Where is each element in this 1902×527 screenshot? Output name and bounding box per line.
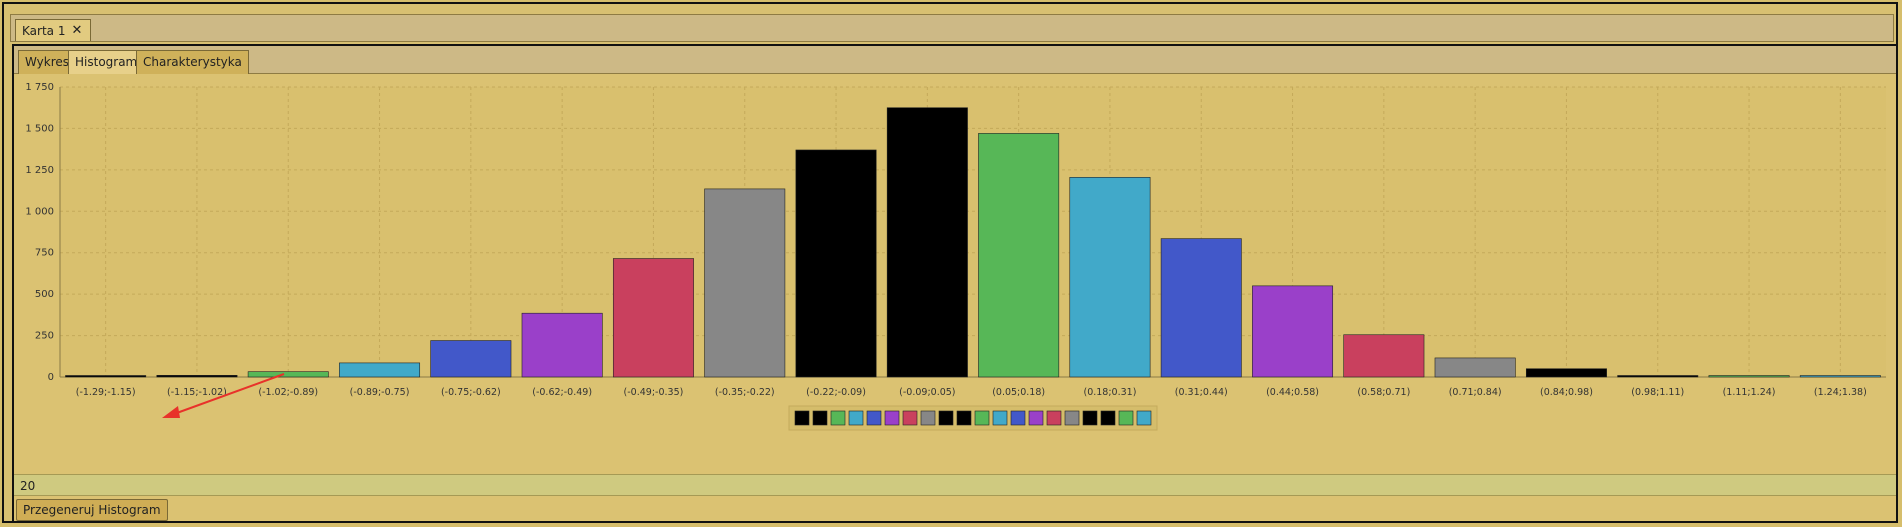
histogram-bar — [1617, 375, 1699, 378]
legend-swatch — [794, 410, 810, 426]
histogram-bar — [612, 258, 694, 378]
legend-swatch — [992, 410, 1008, 426]
legend-swatch — [812, 410, 828, 426]
histogram-bar — [1708, 375, 1790, 378]
tab-wykres[interactable]: Wykres — [18, 50, 77, 74]
histogram-chart: 0 250 500 750 1 000 1 250 1 500 1 750 (-1.29;-1.… — [25, 82, 1886, 431]
y-tick-label: 0 — [48, 372, 54, 383]
histogram-bar — [339, 362, 421, 378]
y-tick-label: 500 — [35, 289, 54, 300]
histogram-bar — [1525, 368, 1607, 378]
bins-count-input[interactable] — [14, 476, 226, 496]
legend-swatch — [1064, 410, 1080, 426]
legend-swatch — [848, 410, 864, 426]
x-tick-label: (0.84;0.98) — [1540, 387, 1593, 398]
legend-swatch — [920, 410, 936, 426]
x-tick-label: (-1.02;-0.89) — [258, 387, 318, 398]
histogram-bar — [430, 340, 512, 378]
x-tick-label: (0.58;0.71) — [1357, 387, 1410, 398]
y-tick-label: 1 250 — [25, 165, 54, 176]
x-tick-label: (1.11;1.24) — [1723, 387, 1776, 398]
x-tick-label: (-1.15;-1.02) — [167, 387, 227, 398]
regenerate-histogram-button[interactable]: Przegeneruj Histogram — [16, 499, 168, 521]
histogram-bar — [156, 375, 238, 378]
x-tick-label: (-0.75;-0.62) — [441, 387, 501, 398]
x-tick-label: (-0.89;-0.75) — [350, 387, 410, 398]
histogram-bar — [1069, 177, 1151, 378]
tab-karta-1[interactable]: Karta 1 ✕ — [15, 19, 92, 41]
x-tick-label: (-0.22;-0.09) — [806, 387, 866, 398]
x-tick-label: (-0.35;-0.22) — [715, 387, 775, 398]
histogram-panel: Wykres Histogram Charakterystyka 0 250 500… — [12, 44, 1898, 523]
legend-swatch — [884, 410, 900, 426]
y-tick-label: 1 750 — [25, 82, 54, 93]
histogram-bar — [886, 107, 968, 378]
y-tick-label: 250 — [35, 331, 54, 342]
histogram-bar — [1799, 375, 1881, 378]
inner-tab-bar: Wykres Histogram Charakterystyka — [14, 46, 1896, 74]
histogram-bar — [521, 312, 603, 378]
y-tick-label: 1 500 — [25, 123, 54, 134]
histogram-bar — [704, 188, 786, 378]
outer-tab-bar: Karta 1 ✕ — [10, 14, 1894, 42]
x-tick-label: (-0.09;0.05) — [899, 387, 955, 398]
x-tick-label: (0.31;0.44) — [1175, 387, 1228, 398]
histogram-bar — [1160, 238, 1242, 378]
legend-swatch — [974, 410, 990, 426]
x-tick-label: (-0.62;-0.49) — [532, 387, 592, 398]
x-tick-label: (0.44;0.58) — [1266, 387, 1319, 398]
legend-swatch — [1136, 410, 1152, 426]
tab-karta-1-label: Karta 1 — [22, 23, 66, 38]
legend-swatch — [1046, 410, 1062, 426]
histogram-bar — [247, 371, 329, 378]
histogram-bar — [1343, 334, 1425, 378]
legend-swatch — [956, 410, 972, 426]
x-tick-label: (1.24;1.38) — [1814, 387, 1867, 398]
histogram-bar — [1252, 285, 1334, 378]
x-tick-label: (0.98;1.11) — [1631, 387, 1684, 398]
legend-swatch — [830, 410, 846, 426]
legend-swatch — [938, 410, 954, 426]
y-tick-label: 1 000 — [25, 206, 54, 217]
y-tick-label: 750 — [35, 248, 54, 259]
legend-swatch — [866, 410, 882, 426]
legend-swatch — [1118, 410, 1134, 426]
x-tick-label: (0.05;0.18) — [992, 387, 1045, 398]
histogram-bar — [1434, 357, 1516, 378]
x-tick-label: (-0.49;-0.35) — [624, 387, 684, 398]
histogram-bar — [795, 149, 877, 378]
plot-area — [60, 87, 1886, 377]
close-icon[interactable]: ✕ — [71, 23, 83, 38]
tab-charakterystyka[interactable]: Charakterystyka — [136, 50, 249, 74]
histogram-bar — [65, 375, 147, 378]
legend-swatch — [1100, 410, 1116, 426]
bins-input-row — [14, 474, 1896, 496]
x-tick-label: (-1.29;-1.15) — [76, 387, 136, 398]
x-tick-label: (0.18;0.31) — [1083, 387, 1136, 398]
tab-histogram[interactable]: Histogram — [68, 50, 145, 74]
legend-swatch — [902, 410, 918, 426]
legend-swatch — [1010, 410, 1026, 426]
x-tick-label: (0.71;0.84) — [1449, 387, 1502, 398]
legend-swatch — [1082, 410, 1098, 426]
histogram-bar — [978, 133, 1060, 378]
legend-swatch — [1028, 410, 1044, 426]
